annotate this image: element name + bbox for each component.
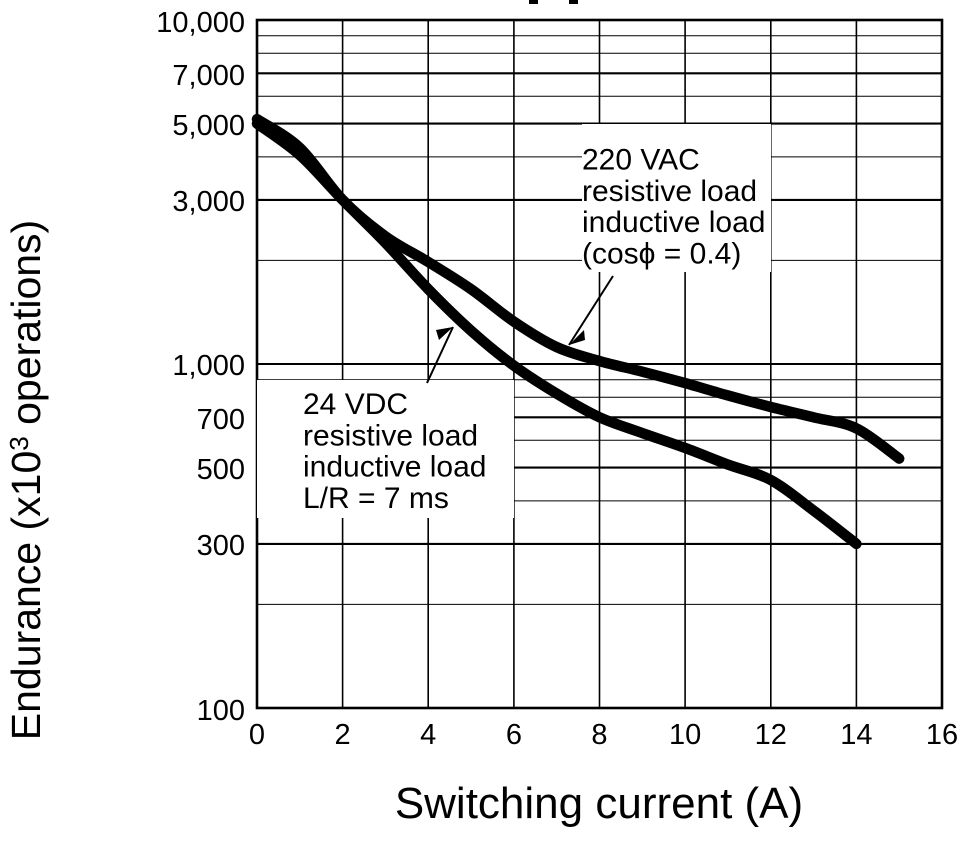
svg-text:10: 10: [669, 719, 701, 751]
svg-text:12: 12: [755, 719, 787, 751]
svg-text:4: 4: [420, 719, 436, 751]
svg-text:700: 700: [197, 404, 245, 436]
svg-text:16: 16: [926, 719, 958, 751]
svg-text:24 VDC: 24 VDC: [303, 388, 408, 421]
svg-text:7,000: 7,000: [172, 60, 245, 92]
svg-text:100: 100: [197, 695, 245, 727]
svg-text:300: 300: [197, 530, 245, 562]
svg-text:inductive load: inductive load: [303, 451, 486, 484]
svg-text:14: 14: [840, 719, 872, 751]
svg-text:10,000: 10,000: [156, 7, 245, 39]
svg-text:6: 6: [506, 719, 522, 751]
svg-text:resistive load: resistive load: [582, 175, 757, 208]
svg-text:resistive load: resistive load: [303, 419, 478, 452]
svg-text:3,000: 3,000: [172, 186, 245, 218]
svg-text:L/R = 7 ms: L/R = 7 ms: [303, 482, 449, 515]
svg-text:Endurance (x103 operations): Endurance (x103 operations): [3, 220, 49, 740]
svg-text:8: 8: [591, 719, 607, 751]
svg-text:5,000: 5,000: [172, 110, 245, 142]
svg-text:1,000: 1,000: [172, 350, 245, 382]
svg-text:220 VAC: 220 VAC: [582, 144, 700, 177]
svg-text:Switching current (A): Switching current (A): [395, 779, 803, 828]
svg-text:500: 500: [197, 454, 245, 486]
svg-text:2: 2: [335, 719, 351, 751]
svg-text:inductive load: inductive load: [582, 206, 765, 239]
svg-text:(cosϕ = 0.4): (cosϕ = 0.4): [582, 237, 741, 270]
svg-text:0: 0: [249, 719, 265, 751]
